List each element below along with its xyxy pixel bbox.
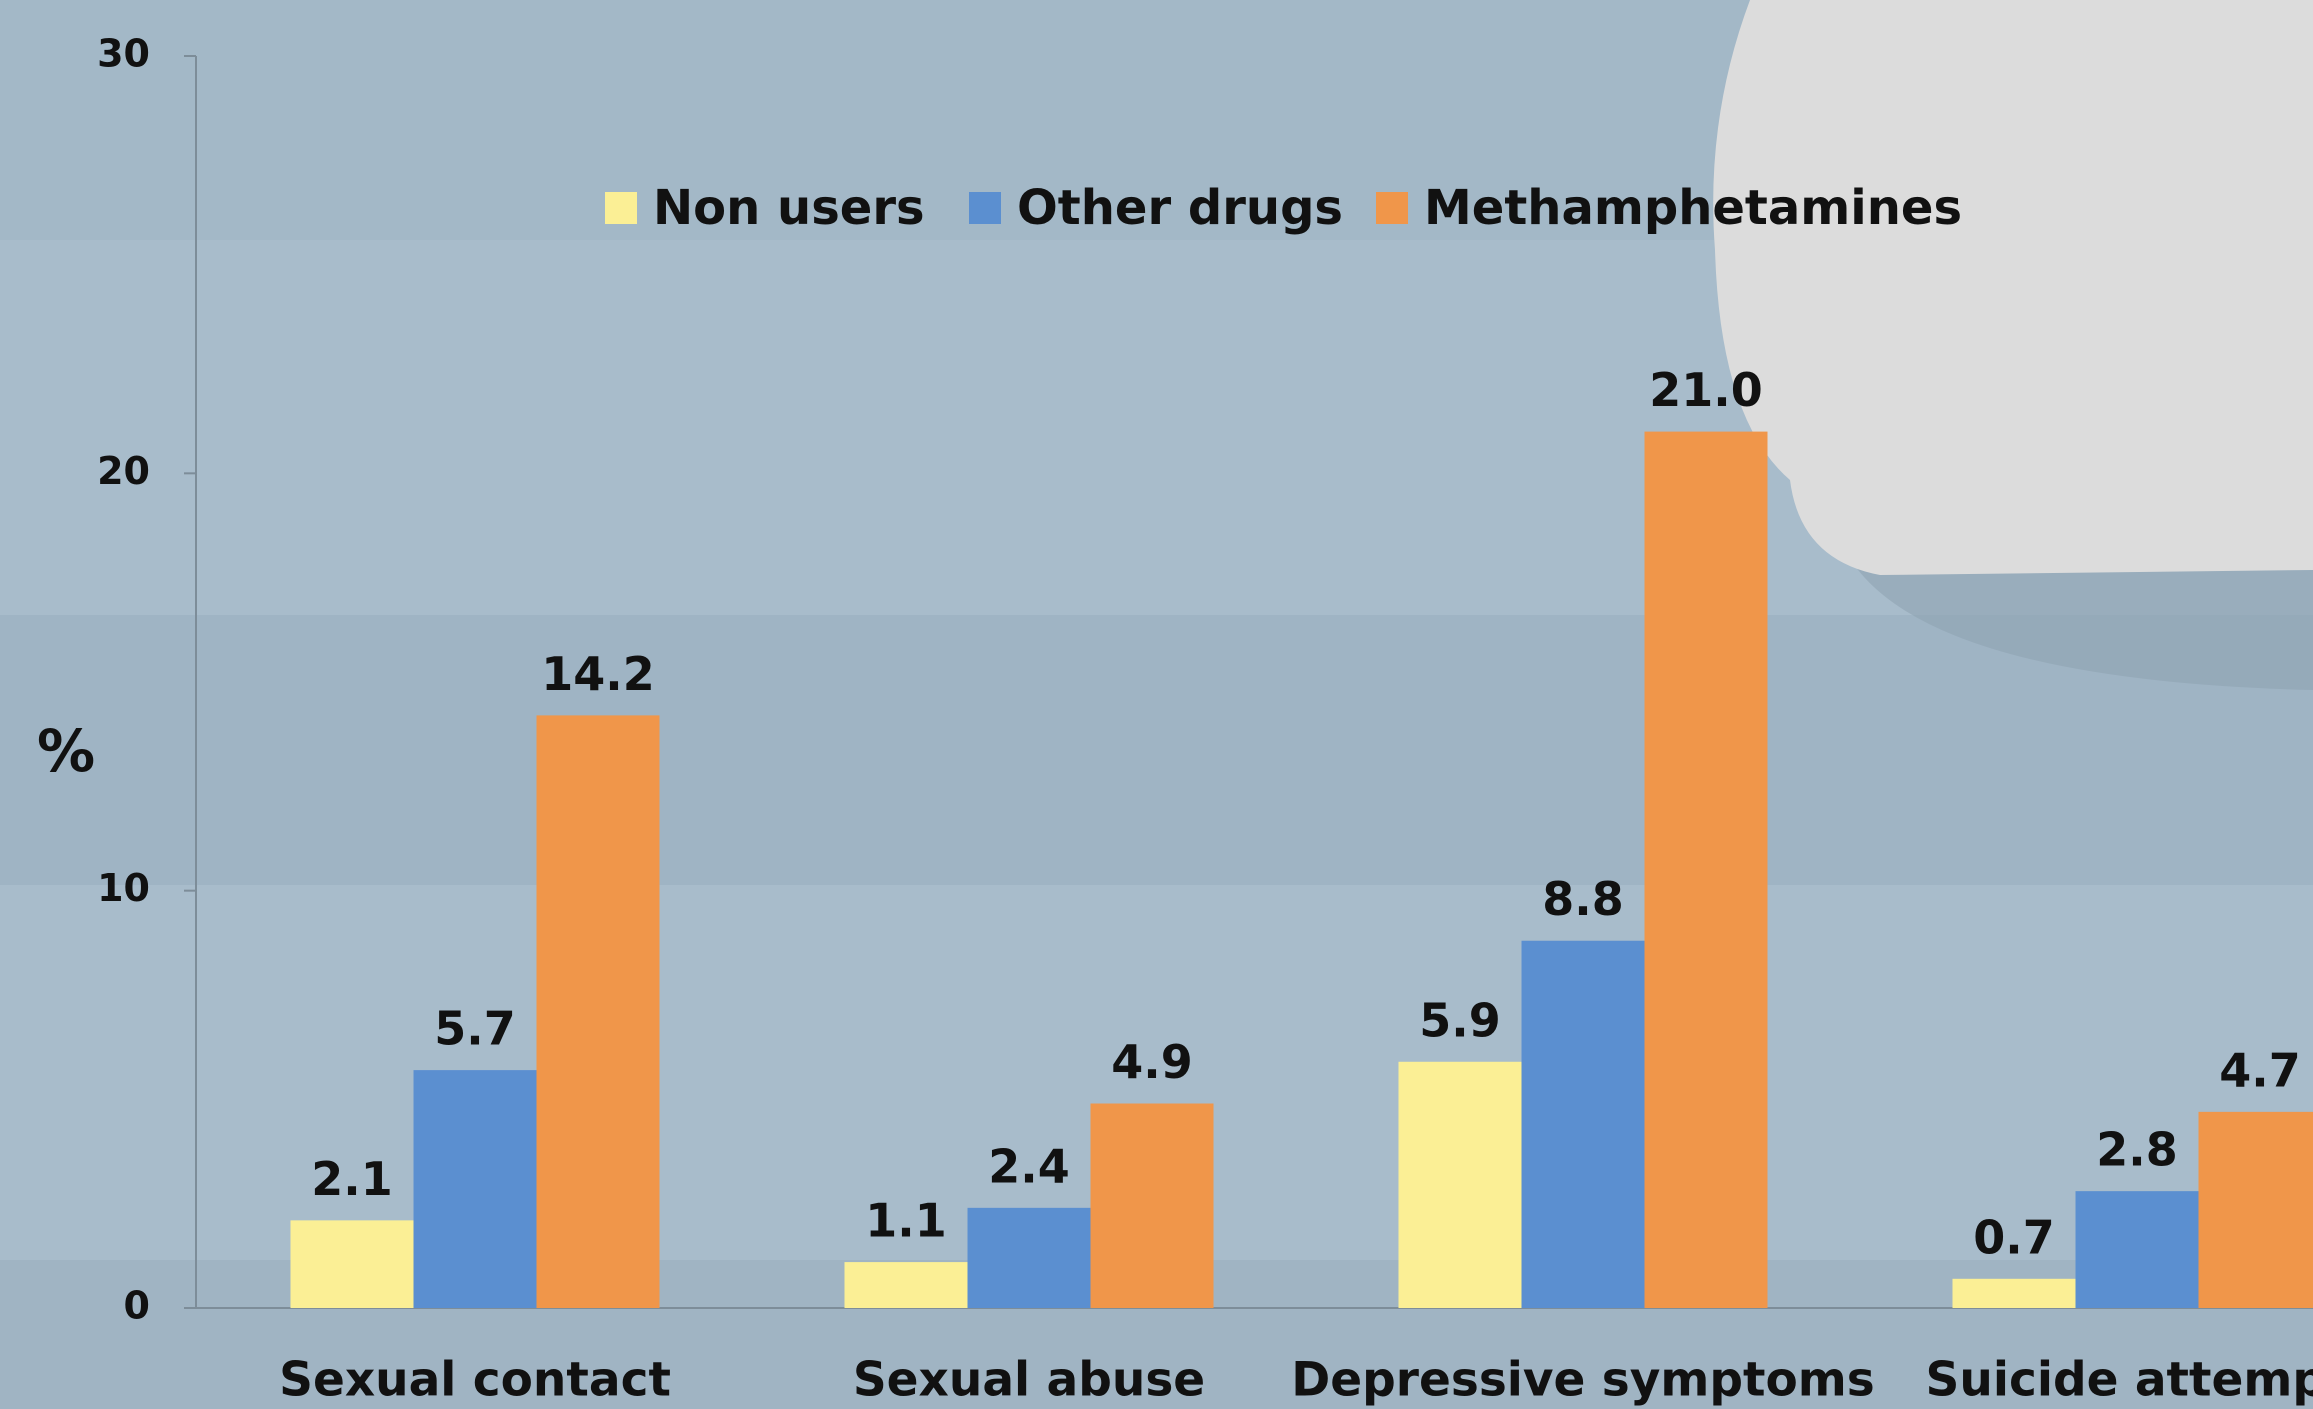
bar [536,715,660,1308]
data-label: 2.8 [2096,1123,2178,1177]
data-label: 2.1 [311,1152,393,1206]
legend-label: Methamphetamines [1424,180,1962,236]
shadow [1840,540,2313,690]
y-tick-label: 30 [97,32,150,76]
bar [1398,1061,1522,1308]
data-label: 5.9 [1419,993,1501,1047]
y-tick-label: 20 [97,449,150,493]
data-label: 21.0 [1649,363,1763,417]
bar [1952,1278,2076,1308]
legend-swatch [1376,192,1408,224]
data-label: 0.7 [1973,1210,2055,1264]
legend-swatch [605,192,637,224]
y-axis-label: % [37,717,95,785]
x-tick-label: Sexual contact [279,1353,671,1408]
data-label: 2.4 [988,1139,1070,1193]
legend-swatch [969,192,1001,224]
data-label: 1.1 [865,1194,947,1248]
y-tick-label: 10 [97,866,150,910]
data-label: 14.2 [541,647,655,701]
bar [967,1207,1091,1308]
x-tick-label: Depressive symptoms [1291,1353,1874,1408]
paper-blob [1713,0,2313,575]
bar [844,1262,968,1308]
bar [1521,940,1645,1308]
data-label: 8.8 [1542,872,1624,926]
bar [1090,1103,1214,1308]
bar [2198,1111,2313,1308]
legend-label: Other drugs [1017,180,1343,236]
data-label: 5.7 [434,1002,516,1056]
x-tick-label: Sexual abuse [853,1353,1205,1408]
data-label: 4.9 [1111,1035,1193,1089]
x-tick-label: Suicide attempt [1926,1353,2313,1408]
data-label: 4.7 [2219,1043,2301,1097]
bar [1644,431,1768,1309]
legend-label: Non users [653,180,925,236]
bar [413,1070,537,1308]
bar [2075,1191,2199,1308]
bar [290,1220,414,1308]
background-band [0,615,2313,885]
y-tick-label: 0 [124,1284,150,1328]
